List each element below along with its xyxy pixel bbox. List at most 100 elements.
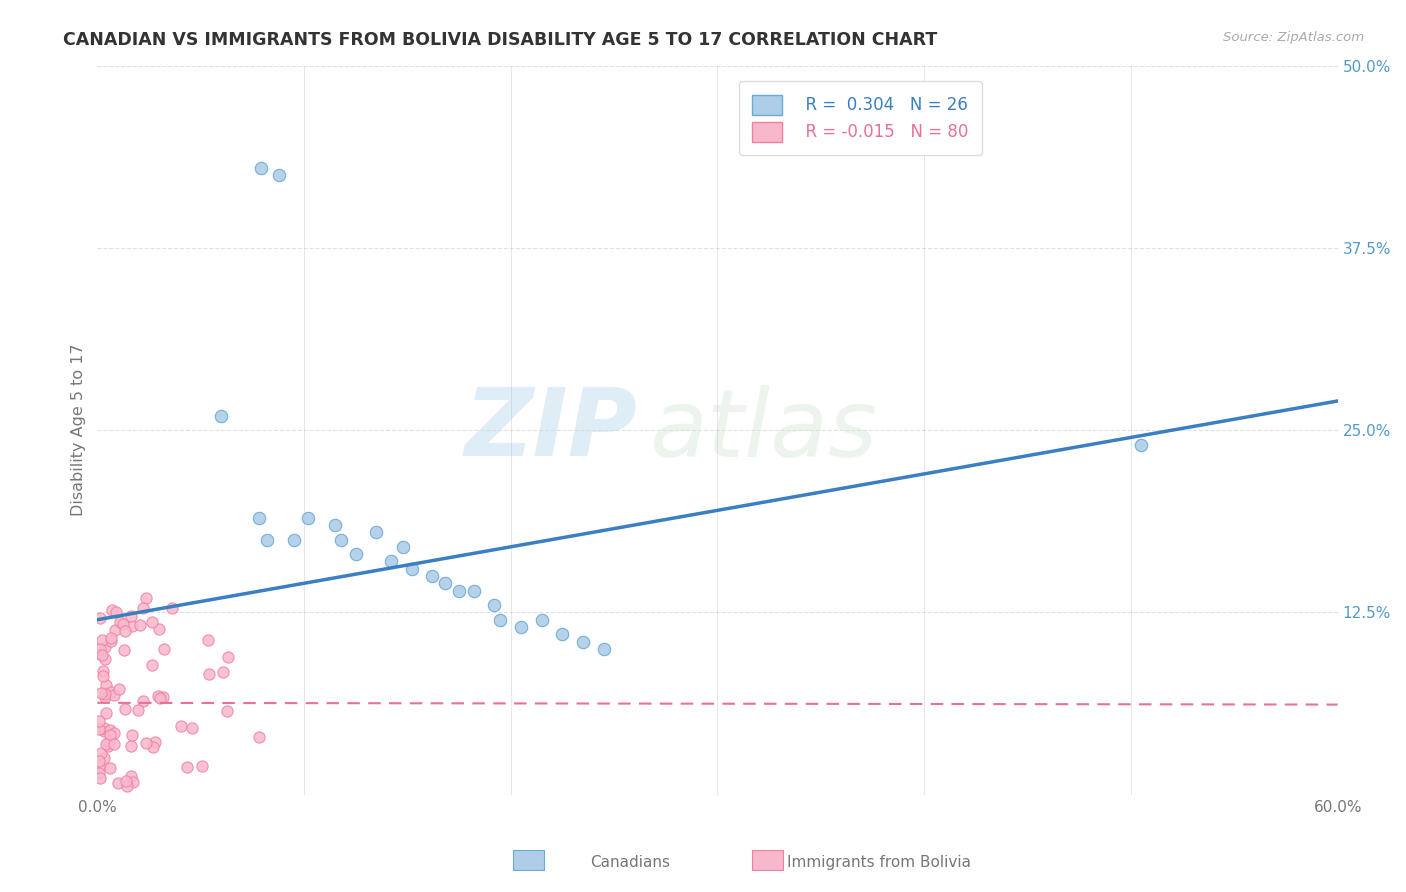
Point (89, 641, 111, 656)
Point (489, 613, 512, 627)
Point (323, 517, 346, 532)
Point (297, 510, 319, 524)
Point (247, 510, 270, 524)
Point (91, 665, 114, 679)
Point (148, 622, 170, 636)
Point (100, 632, 122, 646)
Point (89, 611, 111, 625)
Point (256, 533, 278, 547)
Point (93, 751, 115, 765)
Point (149, 691, 172, 706)
Point (93, 723, 115, 738)
Point (211, 665, 233, 679)
Point (101, 603, 124, 617)
Point (132, 600, 155, 615)
Point (89, 771, 111, 785)
Point (143, 735, 166, 749)
Point (401, 562, 423, 576)
Point (89, 714, 111, 728)
Point (127, 702, 149, 716)
Point (176, 760, 198, 774)
Point (160, 601, 183, 615)
Point (104, 623, 127, 637)
Point (89, 648, 111, 662)
Point (120, 608, 142, 623)
Point (91, 633, 114, 648)
Text: CANADIAN VS IMMIGRANTS FROM BOLIVIA DISABILITY AGE 5 TO 17 CORRELATION CHART: CANADIAN VS IMMIGRANTS FROM BOLIVIA DISA… (63, 31, 938, 49)
Point (98, 723, 121, 738)
Point (484, 598, 506, 612)
Point (121, 618, 143, 632)
Point (420, 569, 443, 583)
Point (392, 540, 415, 554)
Point (142, 739, 165, 754)
Point (97, 739, 120, 753)
Point (90, 648, 112, 662)
Point (283, 533, 305, 547)
Point (197, 633, 219, 648)
Point (551, 627, 574, 641)
Point (121, 774, 143, 789)
Point (344, 547, 367, 561)
Point (98, 761, 121, 775)
Point (94, 687, 117, 701)
Point (114, 624, 136, 638)
Point (98, 729, 121, 743)
Point (247, 730, 270, 744)
Point (94, 737, 117, 751)
Point (98, 734, 121, 748)
Point (90, 747, 112, 761)
Text: ZIP: ZIP (464, 384, 637, 476)
Point (330, 533, 353, 547)
Point (135, 736, 157, 750)
Point (111, 617, 134, 632)
Point (94, 690, 117, 705)
Point (96, 678, 118, 692)
Point (89, 754, 111, 768)
Point (269, 168, 291, 182)
Point (530, 613, 553, 627)
Point (181, 722, 204, 736)
Point (115, 773, 138, 788)
Point (366, 525, 388, 540)
Point (190, 758, 212, 772)
Point (572, 634, 595, 648)
Legend:   R =  0.304   N = 26,   R = -0.015   N = 80: R = 0.304 N = 26, R = -0.015 N = 80 (738, 81, 981, 155)
Text: Canadians: Canadians (591, 855, 671, 870)
Point (100, 634, 122, 648)
Point (107, 776, 129, 790)
Point (249, 161, 271, 175)
Point (94, 640, 117, 654)
Point (380, 554, 402, 568)
Point (94, 652, 117, 666)
Point (112, 642, 135, 657)
Point (120, 769, 142, 783)
Text: Immigrants from Bolivia: Immigrants from Bolivia (787, 855, 972, 870)
Point (108, 615, 131, 629)
Point (217, 650, 239, 665)
Point (89, 758, 111, 772)
Point (104, 605, 127, 619)
Point (170, 719, 193, 733)
Point (89, 723, 111, 737)
Point (132, 694, 155, 708)
Point (463, 583, 485, 598)
Point (217, 704, 239, 718)
Point (94, 706, 117, 720)
Point (592, 641, 614, 656)
Point (114, 702, 136, 716)
Point (91, 669, 114, 683)
Point (135, 591, 157, 605)
Point (1130, 438, 1153, 452)
Y-axis label: Disability Age 5 to 17: Disability Age 5 to 17 (72, 343, 86, 516)
Point (103, 725, 125, 739)
Point (103, 737, 125, 751)
Point (90, 686, 112, 700)
Point (100, 685, 122, 699)
Point (141, 615, 163, 629)
Point (93, 721, 115, 735)
Point (89, 766, 111, 780)
Text: Source: ZipAtlas.com: Source: ZipAtlas.com (1223, 31, 1364, 45)
Point (103, 688, 125, 702)
Point (141, 657, 163, 672)
